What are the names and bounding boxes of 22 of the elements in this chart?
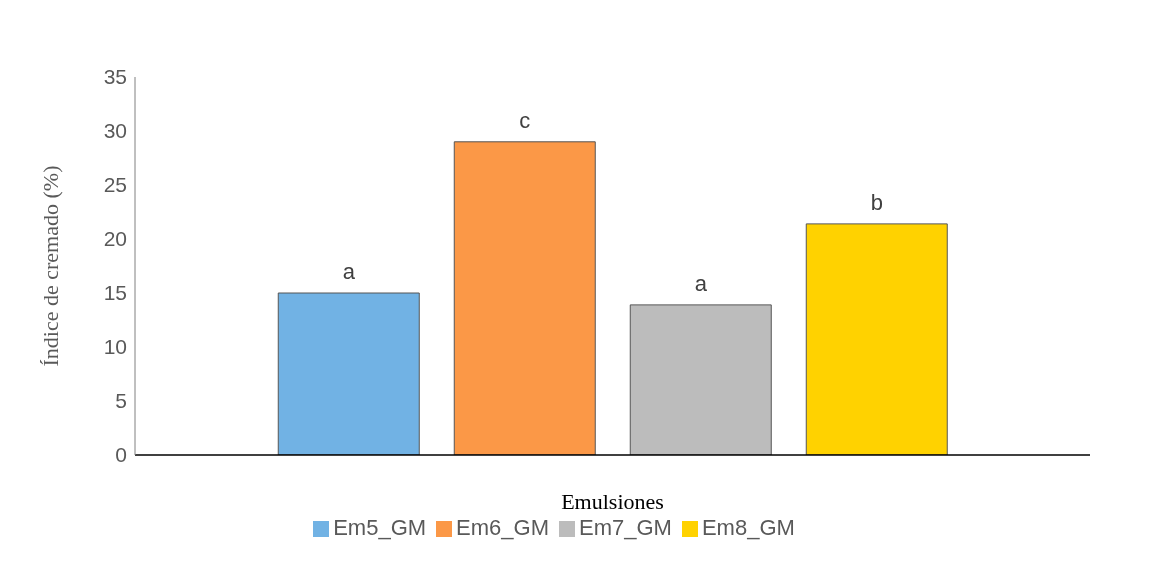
bar: [629, 304, 772, 455]
y-tick-label: 20: [103, 227, 127, 251]
y-tick-label: 30: [103, 119, 127, 143]
data-label: a: [342, 259, 356, 284]
x-axis-title: Emulsiones: [561, 489, 664, 514]
legend-label: Em8_GM: [701, 515, 795, 540]
bar: [453, 141, 596, 455]
data-label: b: [870, 189, 883, 215]
data-label: a: [694, 270, 708, 296]
y-axis-title: Índice de cremado (%): [37, 165, 63, 367]
y-tick-label: 15: [103, 281, 127, 305]
y-tick-label: 35: [103, 65, 127, 89]
data-label: c: [519, 107, 531, 133]
y-tick-label: 5: [115, 389, 127, 413]
bar: [805, 223, 948, 455]
bar: [277, 292, 420, 455]
y-tick-label: 0: [115, 443, 127, 467]
legend-label: Em5_GM: [333, 515, 427, 540]
legend-label: Em6_GM: [456, 515, 549, 540]
y-tick-label: 10: [103, 335, 127, 359]
y-tick-label: 25: [103, 173, 127, 197]
legend-label: Em7_GM: [579, 515, 672, 540]
